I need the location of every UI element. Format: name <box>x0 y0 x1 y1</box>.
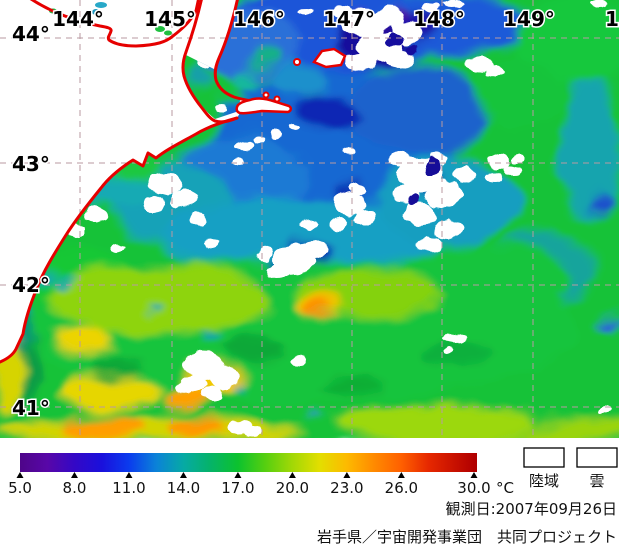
colorbar-tick <box>179 472 187 478</box>
lon-label-145: 145° <box>144 7 196 31</box>
colorbar-tick <box>234 472 242 478</box>
colorbar-tick-label: 14.0 <box>167 479 200 497</box>
colorbar-tick <box>125 472 133 478</box>
legend-land-label: 陸域 <box>529 472 559 490</box>
lat-label-43: 43° <box>12 152 50 176</box>
coast-shiretoko-east <box>213 0 254 103</box>
legend: 陸域 雲 <box>523 447 618 490</box>
lon-label-146: 146° <box>233 7 285 31</box>
legend-cloud-swatch <box>576 447 618 468</box>
colorbar-tick-label: 23.0 <box>330 479 363 497</box>
land-lake-specks <box>49 2 172 36</box>
colorbar-tick-label: 11.0 <box>112 479 145 497</box>
islet <box>262 91 270 99</box>
colorbar-tick <box>16 472 24 478</box>
grid-lines <box>0 0 619 438</box>
legend-cloud-label: 雲 <box>589 472 604 490</box>
colorbar: 5.0 8.0 11.0 14.0 17.0 20.0 23.0 26.0 30.0 °C <box>8 453 514 497</box>
colorbar-tick-label: 20.0 <box>276 479 309 497</box>
colorbar-tick <box>397 472 405 478</box>
footer: 観測日:2007年09月26日 岩手県／宇宙開発事業団 共同プロジェクト <box>317 500 617 546</box>
colorbar-tick-label: 8.0 <box>63 479 87 497</box>
colorbar-tick-label: 5.0 <box>8 479 32 497</box>
coast-shiretoko-west <box>181 0 239 124</box>
lat-label-44: 44° <box>12 22 50 46</box>
colorbar-unit: °C <box>496 479 514 497</box>
lat-label-42: 42° <box>12 273 50 297</box>
colorbar-tick-labels: 5.0 8.0 11.0 14.0 17.0 20.0 23.0 26.0 30.0 <box>8 479 491 497</box>
colorbar-bar <box>20 453 477 472</box>
colorbar-ticks <box>16 472 478 478</box>
lat-label-41: 41° <box>12 396 50 420</box>
lon-label-148: 148° <box>413 7 465 31</box>
latitude-labels: 44° 43° 42° 41° <box>11 21 52 422</box>
islet <box>273 95 281 103</box>
longitude-labels: 144° 145° 146° 147° 148° 149° 15 <box>51 6 619 33</box>
colorbar-tick-label: 30.0 <box>457 479 490 497</box>
coast-southwest <box>0 116 239 364</box>
colorbar-tick-label: 26.0 <box>385 479 418 497</box>
observation-date: 観測日:2007年09月26日 <box>446 500 617 518</box>
islet <box>293 58 301 66</box>
colorbar-tick <box>343 472 351 478</box>
colorbar-tick <box>288 472 296 478</box>
colorbar-tick <box>70 472 78 478</box>
offshore-islands <box>312 47 347 69</box>
lon-label-144: 144° <box>52 7 104 31</box>
lon-label-149: 149° <box>503 7 555 31</box>
islands <box>235 47 347 115</box>
legend-land-swatch <box>523 447 565 468</box>
colorbar-tick <box>470 472 478 478</box>
lon-label-147: 147° <box>323 7 375 31</box>
colorbar-tick-label: 17.0 <box>221 479 254 497</box>
coastline <box>0 0 254 364</box>
lon-label-150-clipped: 15 <box>605 7 619 31</box>
coast-north <box>29 0 200 48</box>
credit-line: 岩手県／宇宙開発事業団 共同プロジェクト <box>317 528 617 546</box>
